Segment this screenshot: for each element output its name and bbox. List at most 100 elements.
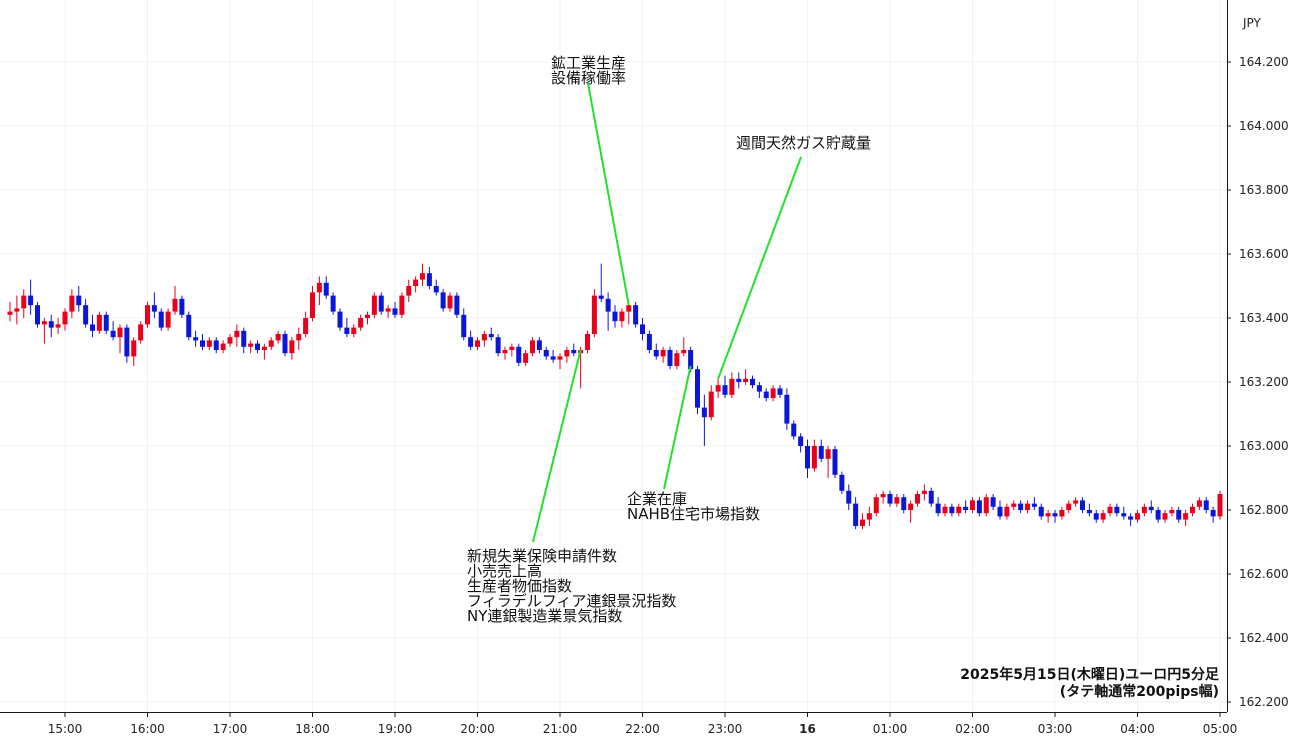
candle-body (640, 324, 645, 334)
candle (970, 497, 975, 514)
candle-body (220, 343, 226, 350)
candle (756, 382, 762, 398)
candle-body (688, 350, 694, 370)
candle (420, 263, 425, 286)
candle-body (399, 295, 405, 315)
time-tick-label: 01:00 (873, 722, 908, 736)
candle-body (619, 311, 625, 322)
candle (853, 497, 859, 530)
candle-body (777, 388, 783, 395)
candle (626, 302, 632, 325)
time-tick-label: 16:00 (130, 722, 165, 736)
candle (976, 497, 982, 517)
candle-body (1073, 500, 1079, 504)
time-tick-label: 20:00 (460, 722, 495, 736)
candle (1190, 503, 1195, 517)
candle-body (653, 350, 659, 357)
candle (261, 343, 267, 360)
candle (426, 266, 432, 290)
candle (1080, 497, 1085, 514)
price-tick-label: 163.800 (1239, 183, 1289, 197)
candle-body (1135, 513, 1140, 520)
candle (633, 302, 639, 328)
candle (1107, 503, 1113, 517)
candle (392, 302, 398, 318)
candle-body (1169, 510, 1175, 514)
price-tick-label: 162.200 (1239, 695, 1289, 709)
candle-body (1093, 513, 1099, 520)
candle (1004, 503, 1010, 520)
candle (729, 372, 735, 398)
candle (1059, 506, 1065, 520)
candle (62, 308, 68, 331)
candle (715, 378, 721, 398)
candle (296, 327, 302, 350)
candle (530, 337, 535, 357)
candle (303, 311, 309, 338)
candle (921, 484, 927, 501)
candle-body (495, 337, 501, 354)
candle-body (241, 330, 247, 347)
candle (598, 263, 604, 302)
candle (1176, 506, 1182, 523)
candle-body (172, 298, 178, 312)
candle (234, 324, 240, 347)
time-tick-label: 23:00 (708, 722, 743, 736)
candle (681, 337, 687, 357)
candle (124, 324, 130, 363)
candle-body (131, 340, 137, 357)
chart-caption-line-1: 2025年5月15日(木曜日)ユーロ円5分足 (960, 666, 1220, 683)
candle (846, 484, 852, 510)
candle-body (681, 350, 687, 354)
candle-body (41, 321, 47, 325)
candle-body (832, 449, 838, 475)
candle (866, 506, 872, 526)
candle (640, 318, 645, 341)
candle-body (193, 337, 199, 341)
time-tick-label: 22:00 (625, 722, 660, 736)
time-tick-label: 04:00 (1120, 722, 1155, 736)
candle-body (392, 308, 398, 315)
candle (1217, 490, 1223, 520)
candle-body (729, 378, 735, 395)
candle (227, 334, 233, 347)
annotation-text: NAHB住宅市場指数 (627, 505, 760, 523)
candle-body (454, 295, 460, 315)
candle (186, 311, 192, 341)
candle-body (811, 446, 817, 469)
candle (1121, 506, 1127, 520)
candle-body (124, 327, 130, 357)
candle (585, 330, 590, 354)
candle (550, 350, 556, 363)
candle-body (96, 314, 102, 331)
candle-body (1148, 506, 1154, 510)
candle (76, 286, 82, 312)
candle (1073, 497, 1079, 507)
candle-body (928, 490, 934, 504)
candle-body (296, 334, 302, 341)
candle-body (413, 279, 419, 286)
candle (770, 385, 776, 402)
candle (1203, 497, 1209, 514)
candle (818, 439, 824, 462)
candle (200, 334, 205, 350)
time-tick-label: 05:00 (1203, 722, 1238, 736)
candle-body (626, 305, 632, 312)
candle (619, 308, 625, 328)
candle-body (1176, 510, 1182, 520)
candle (1155, 506, 1161, 523)
candle (1052, 510, 1058, 523)
time-tick-label: 03:00 (1038, 722, 1073, 736)
candle-body (337, 311, 343, 328)
candle (41, 318, 47, 344)
annotation-text: 設備稼働率 (551, 69, 626, 87)
candle (997, 500, 1003, 520)
candle-body (385, 308, 391, 312)
candle-body (598, 295, 604, 299)
candle-body (846, 490, 852, 504)
candle-body (763, 391, 769, 398)
candle-body (674, 353, 680, 366)
candle (55, 318, 61, 334)
candle (90, 314, 95, 338)
